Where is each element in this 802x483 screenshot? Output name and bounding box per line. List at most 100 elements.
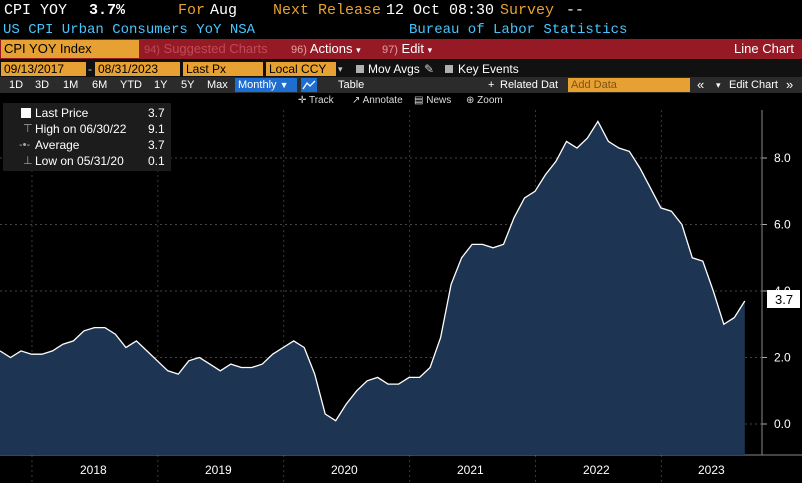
- zoom-tool[interactable]: ⊕ Zoom: [466, 93, 503, 109]
- legend-low: ⊥ Low on 05/31/20 0.1: [3, 153, 171, 169]
- x-tick-label: 2020: [331, 463, 358, 477]
- period-3d-button[interactable]: 3D: [35, 79, 50, 91]
- last-price-tag-value: 3.7: [775, 292, 793, 307]
- key-events-label: Key Events: [458, 62, 519, 76]
- legend-label: Last Price: [35, 106, 89, 120]
- ticker-box[interactable]: CPI YOY Index: [1, 40, 139, 58]
- dropdown-arrow-icon: ▼: [279, 80, 289, 90]
- last-price-tag: 3.7: [767, 290, 800, 308]
- for-label: For: [178, 2, 206, 19]
- frequency-label: Monthly: [238, 79, 277, 91]
- track-label: Track: [308, 95, 334, 106]
- security-description: US CPI Urban Consumers YoY NSA: [3, 22, 256, 38]
- survey-label: Survey: [500, 2, 555, 19]
- edit-label: Edit: [401, 41, 424, 56]
- y-tick-label: 2.0: [774, 351, 791, 365]
- x-tick-label: 2022: [583, 463, 610, 477]
- period-toolbar: 1D 3D 1M 6M YTD 1Y 5Y Max Monthly ▼ Tabl…: [0, 77, 802, 93]
- legend-last-price: Last Price 3.7: [3, 105, 171, 121]
- legend-high: ⊤ High on 06/30/22 9.1: [3, 121, 171, 137]
- legend-value: 9.1: [148, 122, 165, 136]
- mov-avgs-checkbox[interactable]: [356, 65, 364, 73]
- zoom-icon: ⊕: [466, 95, 478, 106]
- cpi-area-fill: [0, 121, 745, 456]
- key-events-checkbox[interactable]: [445, 65, 453, 73]
- track-tool[interactable]: ✛ Track: [298, 93, 334, 109]
- dropdown-arrow-icon: ▾: [356, 45, 361, 55]
- pencil-icon[interactable]: ✎: [424, 62, 435, 76]
- y-tick-label: 0.0: [774, 417, 791, 431]
- security-header: CPI YOY 3.7% For Aug Next Release 12 Oct…: [0, 0, 802, 22]
- period-ytd-button[interactable]: YTD: [120, 79, 142, 91]
- y-tick-label: 8.0: [774, 151, 791, 165]
- high-marker-icon: ⊤: [23, 123, 33, 135]
- for-period: Aug: [210, 2, 238, 19]
- period-1d-button[interactable]: 1D: [9, 79, 24, 91]
- edit-number: 97): [382, 44, 398, 56]
- period-5y-button[interactable]: 5Y: [181, 79, 195, 91]
- period-1y-button[interactable]: 1Y: [154, 79, 168, 91]
- suggested-charts-menu[interactable]: 94) Suggested Charts: [144, 39, 268, 60]
- news-tool[interactable]: ▤ News: [414, 93, 451, 109]
- chart-style-icon[interactable]: [301, 78, 317, 97]
- x-tick-label: 2018: [80, 463, 107, 477]
- table-button[interactable]: Table: [338, 79, 365, 91]
- add-data-input[interactable]: Add Data: [568, 78, 690, 92]
- last-price-swatch-icon: [21, 108, 31, 118]
- data-source: Bureau of Labor Statistics: [409, 22, 628, 38]
- y-tick-label: 4.0: [774, 284, 791, 298]
- news-label: News: [426, 95, 452, 106]
- edit-menu[interactable]: 97) Edit ▾: [382, 39, 432, 60]
- chart-legend: Last Price 3.7 ⊤ High on 06/30/22 9.1 -•…: [3, 103, 171, 171]
- survey-value: --: [566, 2, 585, 19]
- legend-value: 3.7: [148, 106, 165, 120]
- currency-select[interactable]: Local CCY: [266, 62, 336, 76]
- x-tick-label: 2021: [457, 463, 484, 477]
- command-toolbar: CPI YOY Index 94) Suggested Charts 96) A…: [0, 39, 802, 59]
- news-icon: ▤: [414, 95, 427, 106]
- mov-avgs-label: Mov Avgs: [368, 62, 420, 76]
- chart-type-label[interactable]: Line Chart: [734, 41, 794, 56]
- x-axis: 2018 2019 2020 2021 2022 2023: [0, 455, 802, 483]
- x-tick-label: 2023: [698, 463, 725, 477]
- x-tick-label: 2019: [205, 463, 232, 477]
- legend-value: 0.1: [148, 154, 165, 168]
- next-release-value: 12 Oct 08:30: [386, 2, 495, 19]
- currency-dropdown-icon[interactable]: ▾: [338, 64, 343, 74]
- actions-label: Actions: [309, 41, 353, 56]
- annotate-icon: ↗: [352, 95, 363, 106]
- end-date-input[interactable]: 08/31/2023: [95, 62, 180, 76]
- legend-label: High on 06/30/22: [35, 122, 127, 136]
- edit-chart-button[interactable]: Edit Chart: [729, 79, 778, 91]
- annotate-tool[interactable]: ↗ Annotate: [352, 93, 403, 109]
- legend-label: Average: [35, 138, 80, 152]
- legend-average: -•- Average 3.7: [3, 137, 171, 153]
- description-row: US CPI Urban Consumers YoY NSA Bureau of…: [0, 22, 802, 39]
- double-chevron-right-icon[interactable]: »: [786, 77, 794, 92]
- suggested-charts-label: Suggested Charts: [163, 41, 268, 56]
- frequency-select[interactable]: Monthly ▼: [235, 78, 297, 92]
- annotate-label: Annotate: [362, 95, 403, 106]
- average-line-icon: -•-: [19, 139, 31, 151]
- actions-menu[interactable]: 96) Actions ▾: [291, 39, 361, 60]
- low-marker-icon: ⊥: [23, 155, 33, 167]
- field-select[interactable]: Last Px: [183, 62, 263, 76]
- legend-label: Low on 05/31/20: [35, 154, 124, 168]
- last-value: 3.7%: [89, 2, 126, 19]
- chart-tools-row: ✛ Track ↗ Annotate ▤ News ⊕ Zoom: [0, 93, 802, 109]
- dropdown-arrow-icon: ▾: [716, 80, 721, 90]
- ticker-label: CPI YOY: [4, 2, 68, 19]
- suggested-charts-number: 94): [144, 44, 160, 56]
- related-data-button[interactable]: Related Dat: [500, 79, 559, 91]
- period-max-button[interactable]: Max: [207, 79, 228, 91]
- zoom-label: Zoom: [477, 95, 503, 106]
- dropdown-arrow-icon: ▾: [427, 45, 433, 55]
- double-chevron-left-icon[interactable]: «: [697, 77, 705, 92]
- crosshair-icon: ✛: [298, 95, 309, 106]
- start-date-input[interactable]: 09/13/2017: [1, 62, 86, 76]
- next-release-label: Next Release: [273, 2, 382, 19]
- date-separator: -: [88, 62, 92, 76]
- period-6m-button[interactable]: 6M: [92, 79, 108, 91]
- period-1m-button[interactable]: 1M: [63, 79, 79, 91]
- y-tick-label: 6.0: [774, 218, 791, 232]
